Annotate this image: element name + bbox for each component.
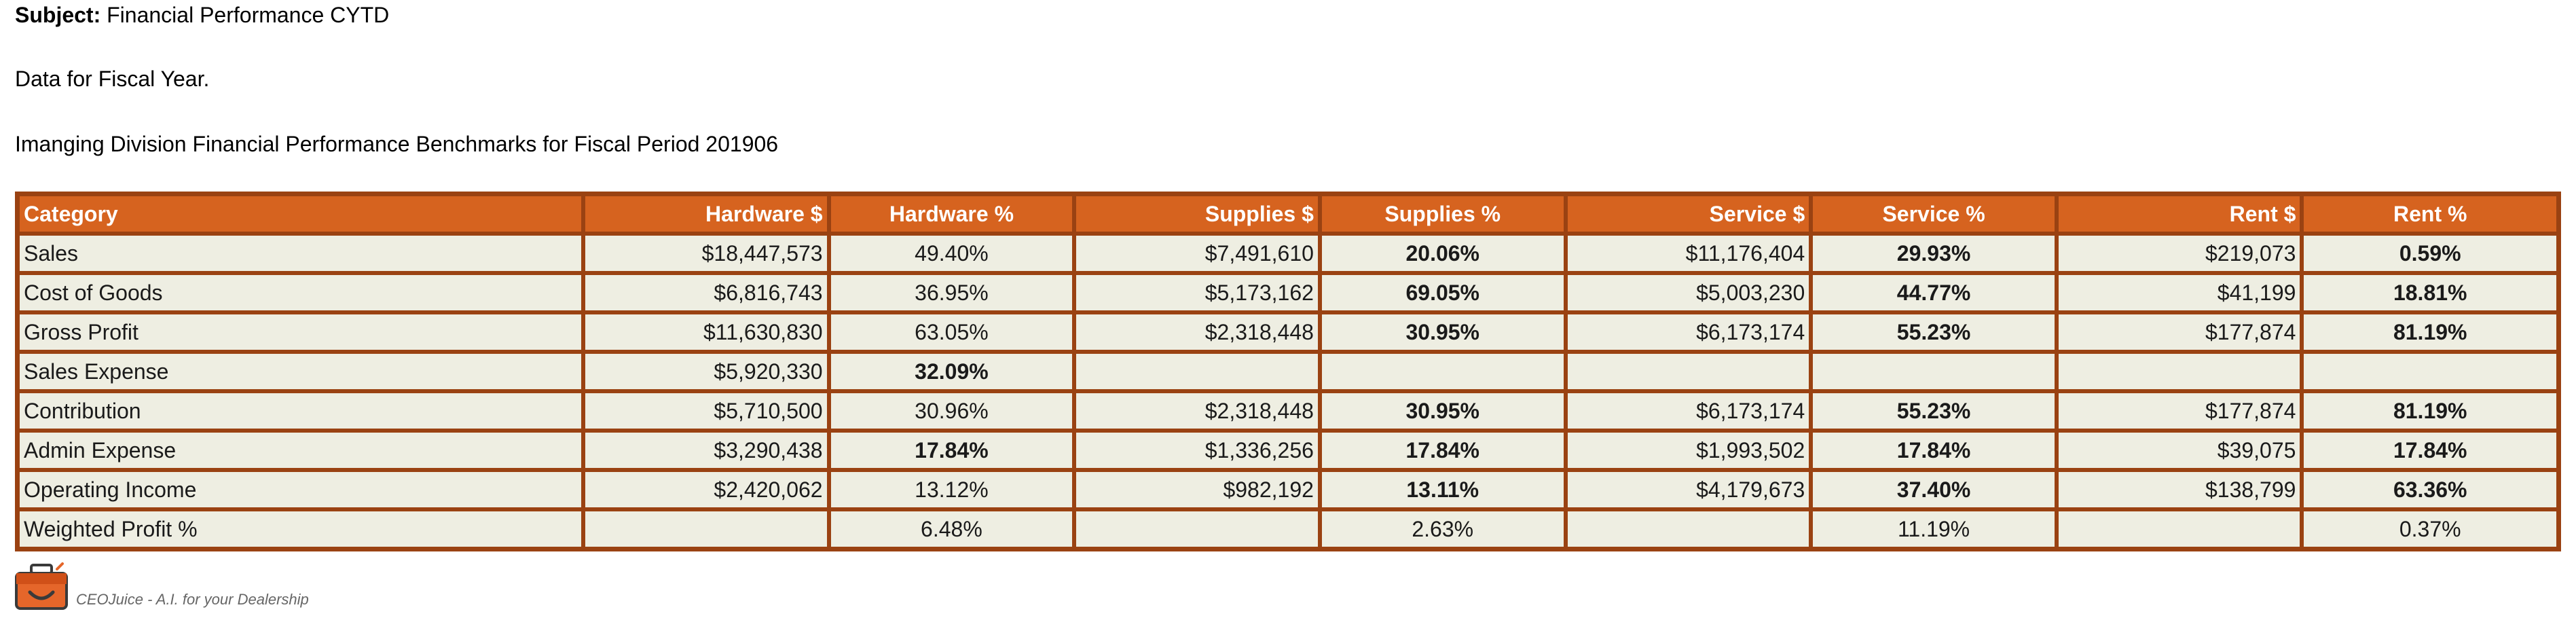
col-header-supplies-dollars: Supplies $ bbox=[1074, 194, 1320, 234]
cell-service-percent: 37.40% bbox=[1811, 470, 2057, 509]
table-row: Gross Profit $11,630,830 63.05% $2,318,4… bbox=[18, 312, 2558, 352]
cell-hardware-percent: 30.96% bbox=[828, 391, 1075, 431]
col-header-rent-dollars: Rent $ bbox=[2056, 194, 2302, 234]
cell-service-dollars bbox=[1565, 509, 1811, 549]
cell-service-percent: 55.23% bbox=[1811, 391, 2057, 431]
cell-rent-dollars bbox=[2056, 352, 2302, 391]
cell-category: Operating Income bbox=[18, 470, 583, 509]
cell-category: Sales Expense bbox=[18, 352, 583, 391]
fiscal-year-note: Data for Fiscal Year. bbox=[15, 67, 210, 91]
cell-supplies-dollars bbox=[1074, 509, 1320, 549]
table-row: Cost of Goods $6,816,743 36.95% $5,173,1… bbox=[18, 273, 2558, 312]
cell-rent-percent bbox=[2302, 352, 2558, 391]
cell-rent-dollars: $138,799 bbox=[2056, 470, 2302, 509]
subject-line: Subject: Financial Performance CYTD bbox=[15, 1, 389, 29]
cell-supplies-dollars: $1,336,256 bbox=[1074, 431, 1320, 470]
cell-rent-dollars: $177,874 bbox=[2056, 312, 2302, 352]
cell-supplies-dollars: $2,318,448 bbox=[1074, 391, 1320, 431]
col-header-service-percent: Service % bbox=[1811, 194, 2057, 234]
cell-rent-percent: 18.81% bbox=[2302, 273, 2558, 312]
cell-hardware-dollars bbox=[583, 509, 829, 549]
cell-hardware-dollars: $18,447,573 bbox=[583, 234, 829, 273]
table-row: Contribution $5,710,500 30.96% $2,318,44… bbox=[18, 391, 2558, 431]
table-row: Admin Expense $3,290,438 17.84% $1,336,2… bbox=[18, 431, 2558, 470]
cell-service-dollars: $11,176,404 bbox=[1565, 234, 1811, 273]
cell-rent-dollars: $219,073 bbox=[2056, 234, 2302, 273]
subject-label: Subject: bbox=[15, 3, 101, 27]
cell-category: Weighted Profit % bbox=[18, 509, 583, 549]
cell-hardware-percent: 36.95% bbox=[828, 273, 1075, 312]
table-header-row: Category Hardware $ Hardware % Supplies … bbox=[18, 194, 2558, 234]
benchmark-title: Imanging Division Financial Performance … bbox=[15, 132, 779, 156]
cell-hardware-percent: 63.05% bbox=[828, 312, 1075, 352]
cell-supplies-dollars: $982,192 bbox=[1074, 470, 1320, 509]
cell-rent-percent: 17.84% bbox=[2302, 431, 2558, 470]
cell-supplies-percent bbox=[1319, 352, 1566, 391]
cell-service-dollars: $6,173,174 bbox=[1565, 312, 1811, 352]
cell-supplies-percent: 30.95% bbox=[1319, 391, 1566, 431]
cell-hardware-dollars: $5,920,330 bbox=[583, 352, 829, 391]
cell-service-percent: 29.93% bbox=[1811, 234, 2057, 273]
cell-hardware-dollars: $3,290,438 bbox=[583, 431, 829, 470]
col-header-rent-percent: Rent % bbox=[2302, 194, 2558, 234]
cell-service-dollars: $1,993,502 bbox=[1565, 431, 1811, 470]
cell-service-percent bbox=[1811, 352, 2057, 391]
cell-hardware-dollars: $6,816,743 bbox=[583, 273, 829, 312]
cell-supplies-percent: 20.06% bbox=[1319, 234, 1566, 273]
cell-service-percent: 55.23% bbox=[1811, 312, 2057, 352]
cell-service-percent: 17.84% bbox=[1811, 431, 2057, 470]
cell-hardware-percent: 6.48% bbox=[828, 509, 1075, 549]
cell-category: Admin Expense bbox=[18, 431, 583, 470]
cell-supplies-percent: 2.63% bbox=[1319, 509, 1566, 549]
cell-service-percent: 11.19% bbox=[1811, 509, 2057, 549]
cell-hardware-percent: 13.12% bbox=[828, 470, 1075, 509]
cell-service-dollars: $4,179,673 bbox=[1565, 470, 1811, 509]
cell-rent-percent: 81.19% bbox=[2302, 312, 2558, 352]
cell-hardware-dollars: $5,710,500 bbox=[583, 391, 829, 431]
table-row: Sales Expense $5,920,330 32.09% bbox=[18, 352, 2558, 391]
col-header-supplies-percent: Supplies % bbox=[1319, 194, 1566, 234]
cell-rent-percent: 0.59% bbox=[2302, 234, 2558, 273]
table-row: Operating Income $2,420,062 13.12% $982,… bbox=[18, 470, 2558, 509]
col-header-category: Category bbox=[18, 194, 583, 234]
cell-hardware-percent: 32.09% bbox=[828, 352, 1075, 391]
cell-hardware-dollars: $11,630,830 bbox=[583, 312, 829, 352]
subject-value: Financial Performance CYTD bbox=[100, 3, 390, 27]
cell-rent-dollars: $177,874 bbox=[2056, 391, 2302, 431]
cell-service-dollars: $6,173,174 bbox=[1565, 391, 1811, 431]
table-row: Weighted Profit % 6.48% 2.63% 11.19% 0.3… bbox=[18, 509, 2558, 549]
col-header-hardware-percent: Hardware % bbox=[828, 194, 1075, 234]
col-header-service-dollars: Service $ bbox=[1565, 194, 1811, 234]
cell-supplies-percent: 69.05% bbox=[1319, 273, 1566, 312]
cell-rent-dollars: $39,075 bbox=[2056, 431, 2302, 470]
table-row: Sales $18,447,573 49.40% $7,491,610 20.0… bbox=[18, 234, 2558, 273]
cell-supplies-percent: 17.84% bbox=[1319, 431, 1566, 470]
cell-hardware-percent: 17.84% bbox=[828, 431, 1075, 470]
cell-category: Contribution bbox=[18, 391, 583, 431]
cell-hardware-percent: 49.40% bbox=[828, 234, 1075, 273]
cell-rent-dollars bbox=[2056, 509, 2302, 549]
cell-supplies-dollars bbox=[1074, 352, 1320, 391]
cell-service-percent: 44.77% bbox=[1811, 273, 2057, 312]
cell-rent-percent: 81.19% bbox=[2302, 391, 2558, 431]
cell-service-dollars bbox=[1565, 352, 1811, 391]
footer-tagline: CEOJuice - A.I. for your Dealership bbox=[76, 591, 309, 608]
financial-performance-table: Category Hardware $ Hardware % Supplies … bbox=[15, 192, 2561, 551]
cell-service-dollars: $5,003,230 bbox=[1565, 273, 1811, 312]
cell-supplies-dollars: $2,318,448 bbox=[1074, 312, 1320, 352]
cell-rent-percent: 63.36% bbox=[2302, 470, 2558, 509]
cell-supplies-dollars: $7,491,610 bbox=[1074, 234, 1320, 273]
cell-rent-dollars: $41,199 bbox=[2056, 273, 2302, 312]
cell-category: Sales bbox=[18, 234, 583, 273]
cell-category: Cost of Goods bbox=[18, 273, 583, 312]
cell-supplies-dollars: $5,173,162 bbox=[1074, 273, 1320, 312]
cell-rent-percent: 0.37% bbox=[2302, 509, 2558, 549]
cell-supplies-percent: 13.11% bbox=[1319, 470, 1566, 509]
cell-category: Gross Profit bbox=[18, 312, 583, 352]
cell-supplies-percent: 30.95% bbox=[1319, 312, 1566, 352]
cell-hardware-dollars: $2,420,062 bbox=[583, 470, 829, 509]
briefcase-logo-icon bbox=[15, 562, 68, 610]
col-header-hardware-dollars: Hardware $ bbox=[583, 194, 829, 234]
